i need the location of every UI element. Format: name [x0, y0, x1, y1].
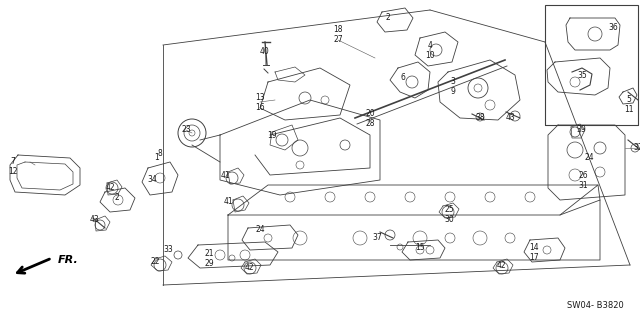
- Text: 11: 11: [624, 106, 634, 115]
- Text: SW04- B3820: SW04- B3820: [566, 300, 623, 309]
- Text: 19: 19: [267, 131, 277, 140]
- Text: 20: 20: [365, 108, 375, 117]
- Text: 2: 2: [386, 13, 390, 23]
- Text: 24: 24: [255, 226, 265, 234]
- Text: 16: 16: [255, 103, 265, 113]
- Text: 25: 25: [444, 205, 454, 214]
- Text: 13: 13: [255, 93, 265, 101]
- Text: 2: 2: [115, 194, 120, 203]
- Text: 21: 21: [204, 249, 214, 258]
- Text: 1: 1: [155, 153, 159, 162]
- Text: 42: 42: [105, 183, 115, 192]
- Text: 42: 42: [496, 261, 506, 270]
- Text: 17: 17: [529, 254, 539, 263]
- Text: 18: 18: [333, 26, 343, 34]
- Text: 28: 28: [365, 118, 375, 128]
- Text: 14: 14: [529, 243, 539, 253]
- Text: 34: 34: [147, 175, 157, 184]
- Text: 6: 6: [401, 73, 405, 83]
- Text: 38: 38: [475, 114, 485, 122]
- Text: 36: 36: [608, 24, 618, 33]
- Text: 7: 7: [11, 158, 15, 167]
- Text: 43: 43: [90, 216, 100, 225]
- Text: 22: 22: [150, 257, 160, 266]
- Text: 27: 27: [333, 35, 343, 44]
- Text: 29: 29: [204, 259, 214, 269]
- Text: 3: 3: [451, 78, 456, 86]
- Text: 15: 15: [415, 243, 425, 253]
- Text: 30: 30: [444, 216, 454, 225]
- Text: 35: 35: [577, 70, 587, 79]
- Text: 4: 4: [428, 41, 433, 49]
- Text: 43: 43: [506, 114, 516, 122]
- Text: FR.: FR.: [58, 255, 79, 265]
- Text: 32: 32: [633, 144, 640, 152]
- Text: 10: 10: [425, 50, 435, 60]
- Text: 39: 39: [576, 125, 586, 135]
- Text: 24: 24: [584, 153, 594, 162]
- Text: 23: 23: [181, 125, 191, 135]
- Bar: [545, 5, 638, 125]
- Text: 12: 12: [8, 167, 18, 176]
- Text: 42: 42: [244, 263, 254, 272]
- Text: 8: 8: [157, 150, 163, 159]
- Text: 5: 5: [627, 95, 632, 105]
- Text: 9: 9: [451, 87, 456, 97]
- Text: 40: 40: [260, 48, 270, 56]
- Text: 37: 37: [372, 234, 382, 242]
- Text: 41: 41: [220, 170, 230, 180]
- Text: 31: 31: [578, 181, 588, 189]
- Text: 41: 41: [223, 197, 233, 206]
- Text: 33: 33: [163, 246, 173, 255]
- Text: 26: 26: [578, 170, 588, 180]
